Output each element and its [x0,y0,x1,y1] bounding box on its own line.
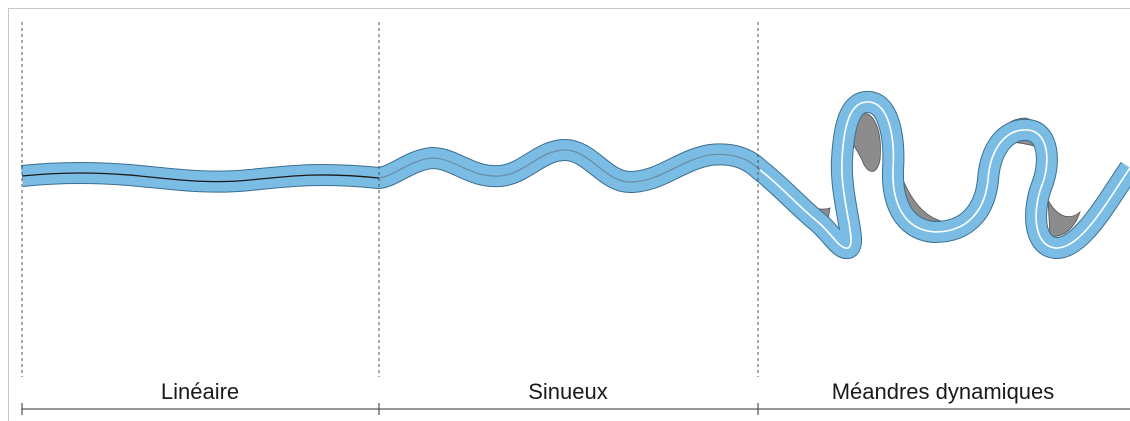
centerline-meandres [759,101,1130,249]
section-dividers [21,22,759,377]
label-sinueux: Sinueux [528,379,608,404]
label-lineaire: Linéaire [161,379,239,404]
diagram-frame [8,8,1130,421]
river-channel [20,90,1130,260]
baseline-scale [21,403,1130,415]
label-meandres-dynamiques: Méandres dynamiques [832,379,1055,404]
centerline-lineaire [21,172,380,183]
centerline-sinueux [378,149,761,183]
migration-zone-5 [1047,199,1081,237]
river-body [20,91,1130,259]
